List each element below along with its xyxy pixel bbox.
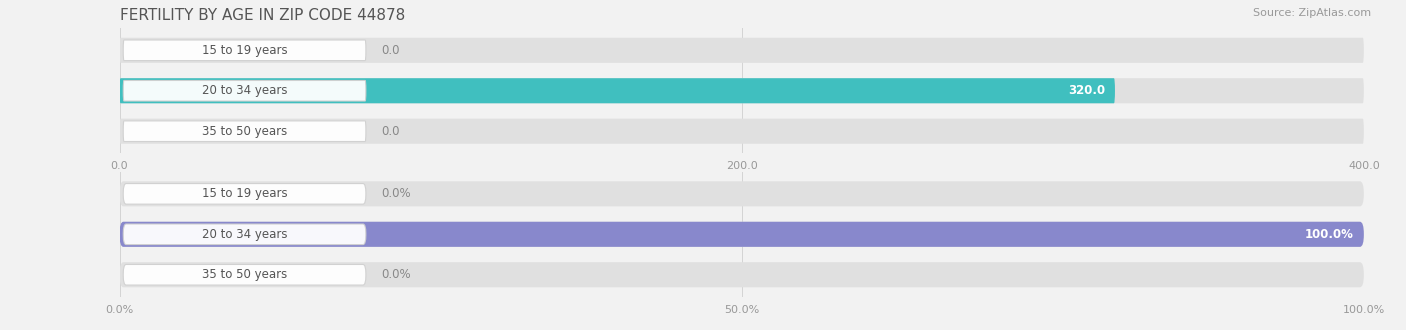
Text: 35 to 50 years: 35 to 50 years — [202, 125, 287, 138]
Text: 0.0: 0.0 — [381, 44, 399, 57]
FancyBboxPatch shape — [120, 222, 1364, 247]
Text: 0.0%: 0.0% — [381, 187, 411, 200]
Text: 320.0: 320.0 — [1069, 84, 1105, 97]
Text: FERTILITY BY AGE IN ZIP CODE 44878: FERTILITY BY AGE IN ZIP CODE 44878 — [120, 8, 405, 23]
FancyBboxPatch shape — [120, 262, 1364, 287]
Text: 15 to 19 years: 15 to 19 years — [201, 44, 287, 57]
FancyBboxPatch shape — [124, 224, 366, 245]
FancyBboxPatch shape — [120, 222, 1364, 247]
Text: 100.0%: 100.0% — [1305, 228, 1354, 241]
Text: 35 to 50 years: 35 to 50 years — [202, 268, 287, 281]
Text: Source: ZipAtlas.com: Source: ZipAtlas.com — [1253, 8, 1371, 18]
FancyBboxPatch shape — [120, 78, 1115, 103]
Text: 20 to 34 years: 20 to 34 years — [202, 228, 287, 241]
Text: 0.0%: 0.0% — [381, 268, 411, 281]
FancyBboxPatch shape — [124, 81, 366, 101]
FancyBboxPatch shape — [124, 183, 366, 204]
FancyBboxPatch shape — [124, 264, 366, 285]
Text: 20 to 34 years: 20 to 34 years — [202, 84, 287, 97]
Text: 15 to 19 years: 15 to 19 years — [201, 187, 287, 200]
Text: 0.0: 0.0 — [381, 125, 399, 138]
FancyBboxPatch shape — [120, 38, 1364, 63]
FancyBboxPatch shape — [120, 181, 1364, 206]
FancyBboxPatch shape — [124, 40, 366, 61]
FancyBboxPatch shape — [120, 119, 1364, 144]
FancyBboxPatch shape — [124, 121, 366, 142]
FancyBboxPatch shape — [120, 78, 1364, 103]
